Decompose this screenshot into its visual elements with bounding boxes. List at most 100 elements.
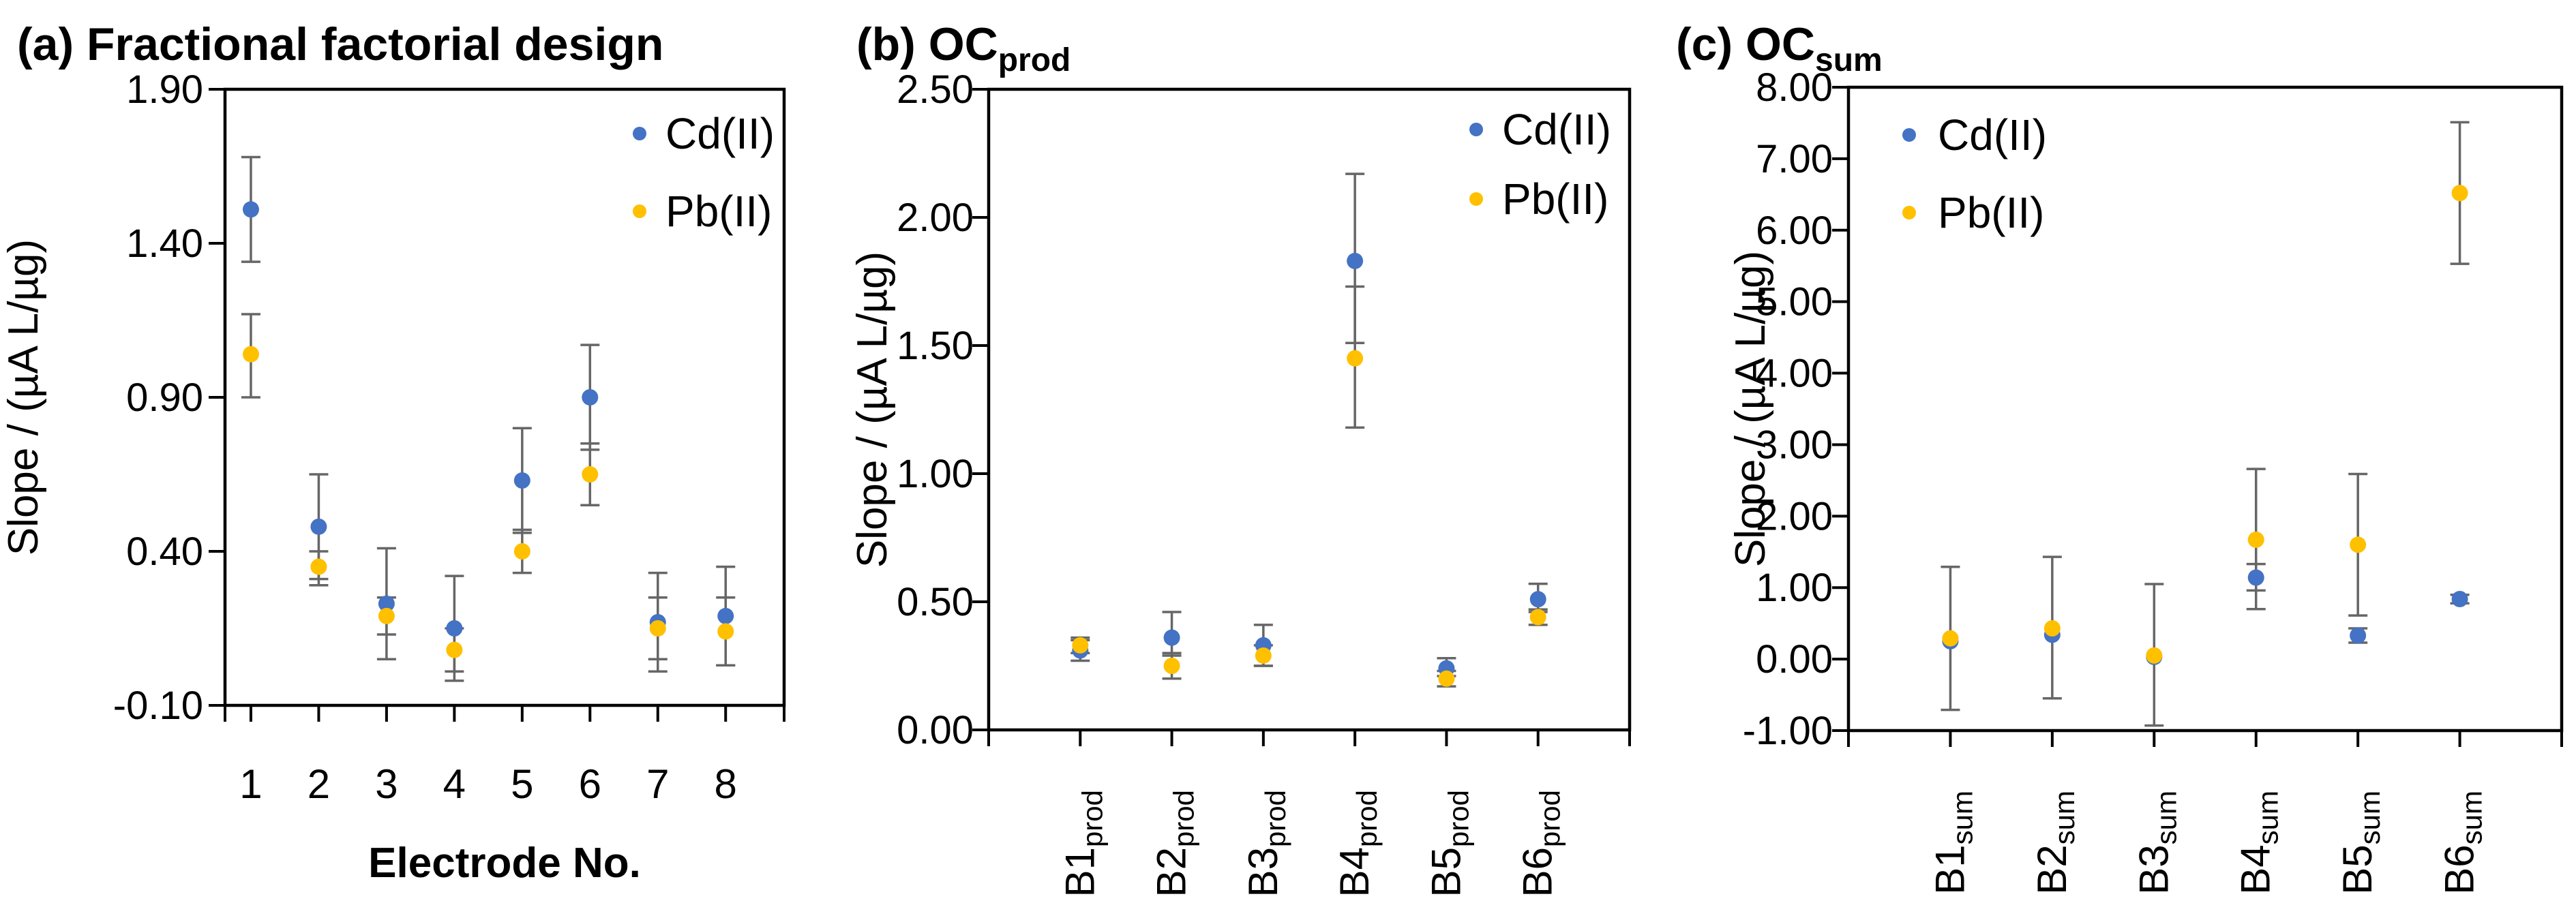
- x-category-label: B6sum: [2437, 791, 2488, 895]
- panel-title: (c) OCsum: [1676, 18, 1883, 78]
- y-tick-label: 2.00: [897, 196, 974, 240]
- y-tick-label: 3.00: [1756, 423, 1833, 467]
- legend-label-cd: Cd(II): [1502, 105, 1611, 154]
- plot-border: [223, 87, 786, 707]
- data-point-cd-8: [717, 607, 734, 624]
- y-tick-label: 7.00: [1756, 137, 1833, 181]
- x-category-label: B3prod: [1240, 790, 1291, 897]
- x-category-label: 7: [646, 761, 669, 807]
- data-point-pb-3: [378, 607, 395, 624]
- data-point-cd-3: [378, 595, 395, 612]
- legend-label-cd: Cd(II): [1938, 110, 2047, 159]
- y-tick-label: 6.00: [1756, 209, 1833, 253]
- x-category-label: B2sum: [2029, 791, 2080, 895]
- y-tick-label: 1.00: [897, 452, 974, 496]
- panel-a: 1.90 1.40 0.90 0.40 -0.10 1 2 3 4 5 6 7 8 Cd(II) Pb(II…: [0, 18, 786, 887]
- data-point-cd-B4: [1347, 252, 1364, 269]
- data-point-pb-6: [582, 466, 599, 483]
- data-point-pb-5: [513, 543, 530, 560]
- data-point-pb-B4: [1347, 350, 1364, 367]
- x-category-label: B1prod: [1057, 790, 1108, 897]
- plot-border: [1846, 85, 2564, 733]
- data-point-cd-5: [513, 472, 530, 489]
- y-tick-label: -1.00: [1743, 709, 1833, 753]
- legend-marker-cd: [1902, 128, 1916, 142]
- panel-c: 8.00 7.00 6.00 5.00 4.00 3.00 2.00 1.00 0.00 -1.0…: [1676, 18, 2564, 895]
- x-category-label: B4sum: [2233, 791, 2284, 895]
- data-point-cd-B6: [1529, 591, 1546, 608]
- legend-label-pb: Pb(II): [665, 187, 772, 236]
- y-tick-label: 0.50: [897, 580, 974, 624]
- data-point-pb-B6: [2451, 185, 2468, 202]
- data-point-pb-B1: [1072, 637, 1089, 654]
- y-tick-label: 5.00: [1756, 280, 1833, 324]
- x-category-label: B6prod: [1515, 790, 1566, 897]
- legend-marker-cd: [633, 127, 646, 140]
- x-category-label: 5: [511, 761, 533, 807]
- legend-marker-pb: [1469, 192, 1483, 206]
- y-tick-label: 1.00: [1756, 566, 1833, 610]
- data-point-pb-B2: [1163, 658, 1180, 674]
- x-category-label: B5sum: [2335, 791, 2386, 895]
- y-tick-label: 0.00: [1756, 637, 1833, 682]
- data-point-cd-2: [310, 518, 327, 535]
- legend-marker-cd: [1469, 123, 1483, 136]
- legend-label-pb: Pb(II): [1938, 188, 2044, 237]
- legend-label-pb: Pb(II): [1502, 174, 1608, 224]
- panel-b: 2.50 2.00 1.50 1.00 0.50 0.00 B1prod B2prod B3pr…: [849, 18, 1632, 897]
- y-tick-label: 1.90: [126, 67, 203, 112]
- y-tick-label: 1.50: [897, 324, 974, 368]
- data-point-pb-4: [446, 641, 463, 658]
- x-category-label: 2: [308, 761, 330, 807]
- y-tick-label: 0.40: [126, 530, 203, 574]
- data-point-pb-B2: [2043, 620, 2061, 637]
- x-axis-label: Electrode No.: [368, 840, 641, 887]
- x-category-label: 1: [239, 761, 262, 807]
- y-tick-label: 2.50: [897, 67, 974, 112]
- data-point-cd-B5: [2350, 627, 2367, 644]
- data-point-pb-7: [649, 620, 666, 637]
- panel-title: (b) OCprod: [856, 18, 1070, 78]
- y-tick-label: 1.40: [126, 221, 203, 266]
- data-point-pb-1: [242, 346, 259, 363]
- legend-label-cd: Cd(II): [665, 109, 775, 158]
- data-point-pb-B3: [2146, 647, 2163, 664]
- x-category-label: 4: [443, 761, 466, 807]
- y-tick-label: 0.90: [126, 376, 203, 420]
- data-point-cd-6: [582, 389, 599, 405]
- x-category-label: B3sum: [2131, 791, 2182, 895]
- data-point-pb-8: [717, 623, 734, 640]
- data-point-pb-B5: [1438, 670, 1455, 687]
- y-tick-label: 2.00: [1756, 494, 1833, 538]
- data-point-pb-2: [310, 558, 327, 575]
- data-point-pb-B5: [2350, 536, 2367, 553]
- data-point-pb-B1: [1942, 630, 1959, 647]
- y-tick-label: 4.00: [1756, 352, 1833, 396]
- x-category-label: B2prod: [1149, 790, 1200, 897]
- data-point-pb-B4: [2247, 531, 2264, 548]
- data-point-cd-B4: [2247, 569, 2264, 586]
- data-point-pb-B3: [1255, 647, 1272, 664]
- y-tick-label: -0.10: [113, 684, 203, 728]
- y-axis-label: Slope / (µA L/µg): [1727, 251, 1774, 567]
- data-point-pb-B6: [1529, 609, 1546, 626]
- y-axis-label: Slope / (µA L/µg): [0, 239, 47, 555]
- x-category-label: B1sum: [1927, 791, 1978, 895]
- y-tick-label: 8.00: [1756, 65, 1833, 110]
- x-category-label: B4prod: [1332, 790, 1383, 897]
- legend-marker-pb: [633, 204, 646, 218]
- y-tick-label: 0.00: [897, 708, 974, 752]
- data-point-cd-B6: [2451, 591, 2468, 608]
- x-category-label: B5prod: [1423, 790, 1474, 897]
- x-category-label: 6: [579, 761, 601, 807]
- plot-border: [987, 87, 1632, 732]
- legend-marker-pb: [1902, 206, 1916, 219]
- y-axis-label: Slope / (µA L/µg): [849, 251, 896, 568]
- data-point-cd-B2: [1163, 629, 1180, 646]
- data-point-cd-1: [242, 201, 259, 218]
- x-category-label: 3: [375, 761, 398, 807]
- data-point-cd-4: [446, 620, 463, 637]
- panel-title: (a) Fractional factorial design: [17, 18, 663, 70]
